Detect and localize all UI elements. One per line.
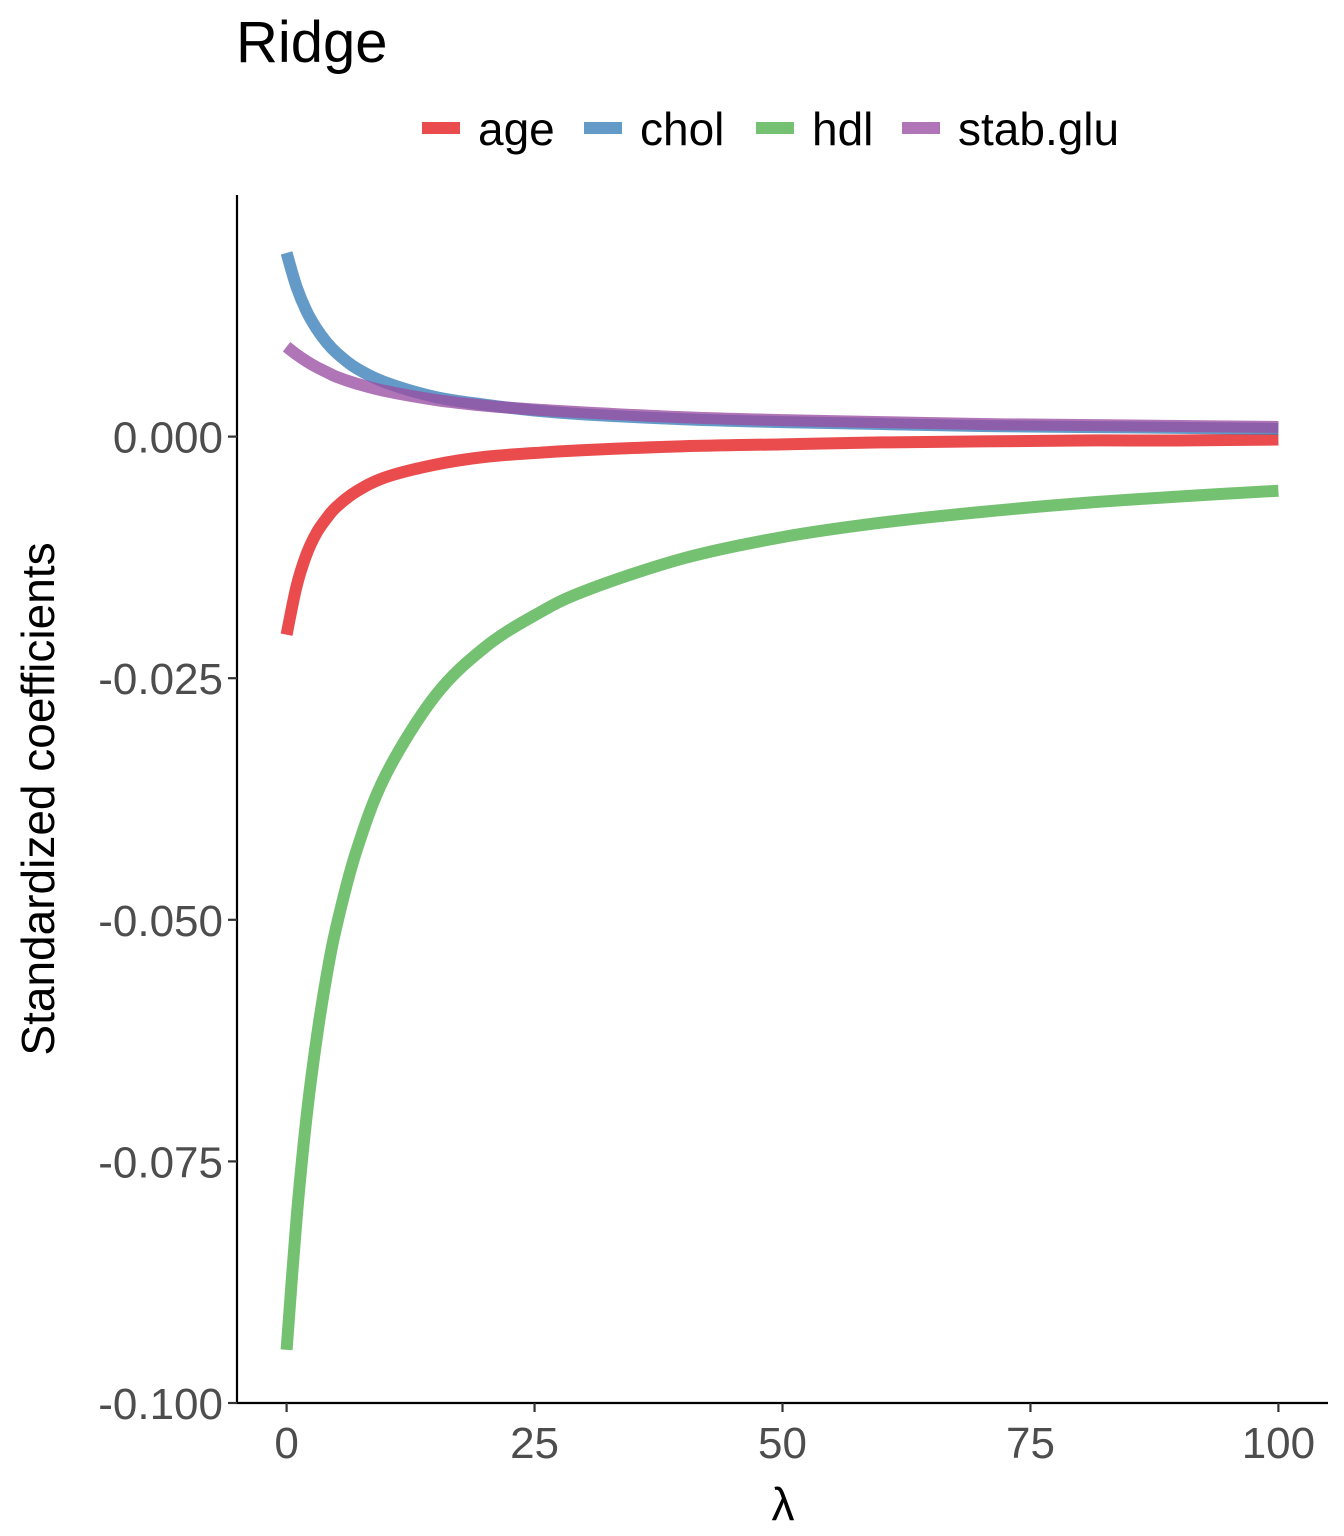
legend-label: hdl	[812, 103, 873, 155]
series-line-hdl	[280, 484, 1279, 1351]
y-tick-label: -0.075	[98, 1138, 223, 1187]
legend-label: age	[478, 103, 555, 155]
legend-item-chol: chol	[584, 103, 724, 155]
x-tick-label: 75	[1006, 1419, 1055, 1468]
y-axis-ticks: 0.000 -0.025 -0.050 -0.075 -0.100	[98, 414, 237, 1429]
legend: age chol hdl stab.glu	[422, 103, 1119, 155]
x-tick-label: 50	[758, 1419, 807, 1468]
legend-label: stab.glu	[958, 103, 1119, 155]
plot-area: 0.000 -0.025 -0.050 -0.075 -0.100 0 25 50 75 100	[98, 195, 1328, 1468]
legend-item-hdl: hdl	[756, 103, 873, 155]
y-tick-label: -0.050	[98, 897, 223, 946]
series-layer	[280, 251, 1279, 1351]
legend-item-age: age	[422, 103, 555, 155]
x-tick-label: 0	[274, 1419, 298, 1468]
legend-label: chol	[640, 103, 724, 155]
series-line-age	[280, 433, 1279, 636]
legend-item-stab-glu: stab.glu	[902, 103, 1119, 155]
x-tick-label: 25	[510, 1419, 559, 1468]
y-axis-title: Standardized coefficients	[12, 542, 64, 1055]
y-tick-label: -0.025	[98, 655, 223, 704]
x-axis-title: λ	[772, 1478, 795, 1530]
x-tick-label: 100	[1242, 1419, 1315, 1468]
x-axis-ticks: 0 25 50 75 100	[274, 1403, 1315, 1468]
chart-title: Ridge	[236, 10, 388, 75]
y-tick-label: 0.000	[113, 414, 223, 463]
series-line-stab-glu	[282, 341, 1279, 433]
y-tick-label: -0.100	[98, 1380, 223, 1429]
